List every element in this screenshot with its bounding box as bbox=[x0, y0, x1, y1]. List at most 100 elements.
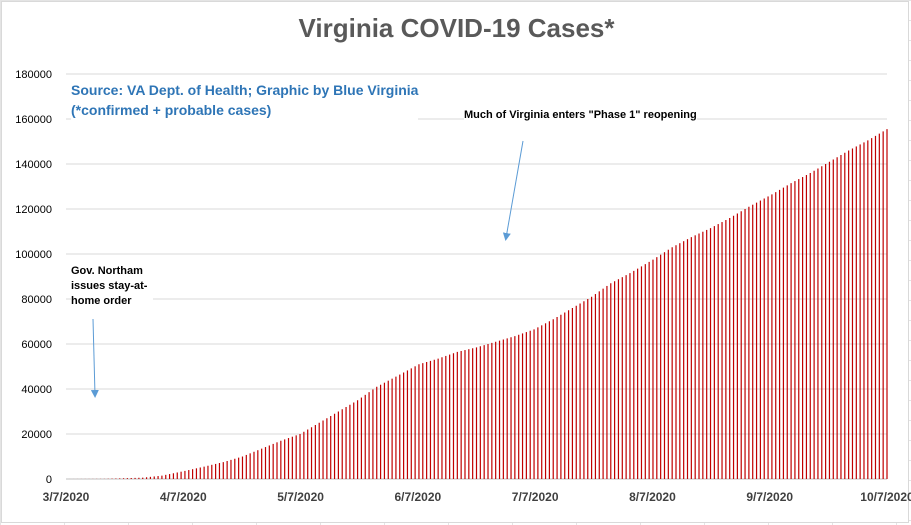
y-tick-label: 100000 bbox=[15, 249, 52, 261]
bar bbox=[249, 453, 251, 479]
bar bbox=[640, 266, 643, 480]
y-tick-label: 180000 bbox=[15, 69, 52, 81]
bar bbox=[341, 409, 343, 479]
bar bbox=[479, 346, 481, 479]
bar bbox=[314, 425, 316, 479]
bar bbox=[579, 303, 581, 479]
bar bbox=[690, 237, 692, 480]
source-note: Source: VA Dept. of Health; Graphic by B… bbox=[71, 80, 419, 120]
bar bbox=[215, 463, 217, 479]
bar bbox=[383, 382, 386, 479]
bar bbox=[222, 462, 224, 480]
phase1-annotation: Much of Virginia enters "Phase 1" reopen… bbox=[464, 108, 697, 123]
bar bbox=[368, 392, 370, 479]
bar bbox=[805, 175, 808, 479]
bar bbox=[725, 220, 727, 479]
bar bbox=[660, 254, 662, 479]
bar bbox=[142, 477, 144, 479]
bar bbox=[656, 257, 658, 479]
bar bbox=[460, 350, 462, 479]
bar bbox=[537, 327, 539, 479]
bar bbox=[813, 170, 815, 479]
bar bbox=[130, 478, 132, 479]
bar bbox=[590, 296, 593, 479]
bar bbox=[218, 463, 221, 479]
bar bbox=[848, 150, 850, 479]
bar bbox=[449, 354, 451, 479]
bar bbox=[721, 222, 723, 480]
bar bbox=[360, 397, 363, 479]
bar bbox=[798, 179, 800, 479]
bar bbox=[226, 461, 228, 479]
bar bbox=[878, 133, 880, 480]
bar bbox=[310, 427, 313, 479]
bar bbox=[192, 469, 194, 479]
bar bbox=[886, 129, 888, 480]
bar bbox=[353, 402, 355, 479]
bar bbox=[667, 249, 669, 479]
bar bbox=[379, 384, 382, 479]
bar bbox=[663, 252, 666, 479]
y-tick-label: 20000 bbox=[21, 429, 52, 441]
y-tick-label: 0 bbox=[46, 474, 52, 486]
bar bbox=[610, 283, 612, 479]
bar bbox=[483, 345, 485, 480]
bar bbox=[491, 342, 493, 480]
bar bbox=[617, 279, 620, 479]
bar bbox=[418, 364, 420, 479]
bar bbox=[755, 202, 758, 480]
bar bbox=[199, 467, 201, 479]
bar bbox=[713, 226, 715, 479]
bar bbox=[403, 372, 405, 479]
bar bbox=[752, 204, 754, 479]
bar bbox=[157, 476, 159, 479]
bar bbox=[729, 218, 731, 479]
bar bbox=[406, 370, 409, 479]
bar bbox=[637, 268, 639, 480]
bar bbox=[468, 349, 470, 479]
bar bbox=[145, 477, 148, 479]
bar bbox=[307, 429, 309, 479]
bar bbox=[859, 144, 861, 479]
bar bbox=[391, 378, 393, 479]
bar bbox=[683, 241, 685, 479]
y-tick-label: 140000 bbox=[15, 159, 52, 171]
bar bbox=[333, 413, 336, 479]
bar bbox=[652, 259, 654, 480]
bar bbox=[832, 159, 834, 479]
stay-home-arrow bbox=[90, 318, 99, 398]
bar bbox=[180, 471, 182, 479]
bar bbox=[851, 148, 854, 480]
bar bbox=[153, 476, 155, 479]
bar bbox=[295, 435, 297, 479]
bar bbox=[326, 418, 328, 479]
bar bbox=[706, 229, 708, 479]
x-tick-label: 3/7/2020 bbox=[43, 490, 90, 504]
bar bbox=[882, 131, 884, 480]
bar bbox=[564, 312, 566, 479]
bar bbox=[345, 407, 347, 479]
bar bbox=[548, 321, 550, 479]
bar bbox=[648, 261, 650, 480]
bar bbox=[790, 183, 792, 480]
bar bbox=[161, 475, 163, 480]
bar bbox=[337, 411, 339, 479]
bar bbox=[422, 363, 424, 480]
bar bbox=[433, 359, 435, 479]
bar bbox=[778, 189, 781, 480]
bar bbox=[184, 470, 186, 479]
bar bbox=[836, 157, 838, 479]
bar bbox=[552, 319, 554, 479]
bar bbox=[767, 196, 769, 479]
bar bbox=[376, 386, 378, 479]
bar bbox=[644, 264, 646, 480]
source-line: Source: VA Dept. of Health; Graphic by B… bbox=[71, 82, 419, 98]
bar bbox=[786, 185, 788, 480]
bar bbox=[821, 166, 823, 479]
bar bbox=[518, 334, 520, 479]
bar bbox=[525, 332, 527, 479]
bar bbox=[694, 235, 696, 479]
bar bbox=[253, 451, 255, 479]
bar bbox=[122, 478, 125, 479]
